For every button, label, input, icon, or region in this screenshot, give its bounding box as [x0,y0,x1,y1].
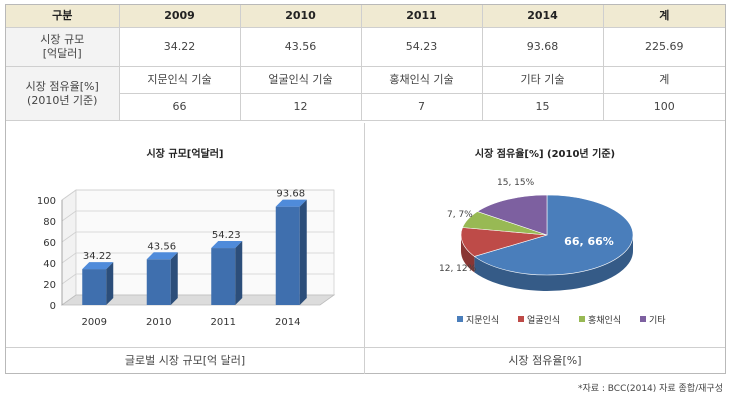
table-cell: 15 [481,93,604,121]
pie-slice [473,194,634,276]
pie-slice [476,194,548,236]
pie-chart-panel: 시장 점유율[%] (2010년 기준) 66, 66% 12, 12% 7, 7%… [365,123,725,347]
bar-front [211,248,236,305]
header-cell: 2014 [481,5,604,28]
x-tick-label: 2014 [275,317,300,328]
header-cell: 2010 [239,5,362,28]
table-cell: 66 [119,93,241,121]
pie-chart: 66, 66% 12, 12% 7, 7% 15, 15% 지문인식 얼굴인식 홍채인식 기타 [439,178,666,326]
legend-label: 홍채인식 [588,314,621,326]
legend-label: 얼굴인식 [527,315,560,326]
bar-data-label: 43.56 [147,241,176,252]
bar-data-label: 93.68 [276,189,305,200]
bar [211,241,243,305]
header-cell: 2011 [360,5,483,28]
bar-top [82,262,114,270]
y-tick-label: 80 [43,217,56,228]
gridline [61,252,77,264]
bar-chart: 0 20 40 60 80 100 34.22 2009 43.56 2010 54.23 2011 9… [37,189,336,328]
gridline [61,189,77,201]
charts-row: 시장 규모[억달러] 0 20 40 60 80 100 34.22 2009 43.56 201… [6,123,725,347]
caption-left: 글로벌 시장 규모[억 달러] [6,348,365,374]
pie-slice-side [461,235,475,273]
row-label-share: 시장 점유율[%] (2010년 기준) [6,66,120,121]
bar-top [146,252,178,260]
table-cell: 7 [360,93,483,121]
pie-slice-label: 66, 66% [564,235,614,248]
table-cell: 34.22 [118,27,241,67]
bar-side [106,262,114,305]
table-cell: 얼굴인식 기술 [239,66,362,94]
y-tick-label: 100 [37,196,56,207]
market-table: 구분 2009 2010 2011 2014 계 시장 규모 [억달러] 34.… [6,5,725,121]
table-cell: 기타 기술 [481,66,604,94]
bar [82,262,114,305]
table-row-market-size: 시장 규모 [억달러] 34.22 43.56 54.23 93.68 225.… [6,27,725,67]
pie-slice-label: 7, 7% [447,210,473,220]
y-tick-label: 60 [43,238,56,249]
bar [275,199,307,305]
x-tick-label: 2011 [211,317,236,328]
legend-label: 기타 [649,315,666,326]
pie-slice-label: 15, 15% [497,178,535,188]
caption-row: 글로벌 시장 규모[억 달러] 시장 점유율[%] [6,347,725,374]
table-row-share-values: 66 12 7 15 100 [6,93,725,121]
bar [146,252,178,305]
legend-swatch [640,316,646,322]
table-cell: 12 [239,93,362,121]
infographic-frame: 구분 2009 2010 2011 2014 계 시장 규모 [억달러] 34.… [5,4,726,374]
gridline [61,273,77,285]
bar-top [275,199,307,207]
gridline [61,210,77,222]
bar-side [235,241,243,305]
caption-right: 시장 점유율[%] [508,354,582,367]
y-tick-label: 40 [43,259,56,270]
legend-swatch [579,316,585,322]
legend-label: 지문인식 [466,315,499,326]
header-cell: 2009 [118,5,241,28]
row-label-line: 시장 점유율[%] [25,79,99,93]
legend-swatch [518,316,524,322]
bar-data-label: 54.23 [212,230,241,241]
bar-front [82,269,107,305]
bar-side [170,252,178,305]
table-row-share-names: 시장 점유율[%] (2010년 기준) 지문인식 기술 얼굴인식 기술 홍채인… [6,66,725,121]
legend-swatch [457,316,463,322]
row-label-line: 시장 규모 [40,33,85,46]
side-wall [61,189,77,306]
x-tick-label: 2009 [82,317,107,328]
header-cell: 계 [602,5,725,28]
bar-side [299,199,307,305]
table-cell: 93.68 [481,27,604,67]
table-cell: 지문인식 기술 [118,66,241,94]
table-cell: 225.69 [602,27,725,67]
table-cell: 100 [602,93,725,121]
bar-front [275,206,300,305]
pie-slice [460,227,548,257]
bar-front [146,259,171,305]
row-label-line: [억달러] [42,47,82,60]
bar-data-label: 34.22 [83,251,112,262]
table-cell: 홍채인식 기술 [360,66,483,94]
bar-top [211,241,243,249]
pie-sides [461,235,633,291]
y-tick-label: 20 [43,280,56,291]
pie-slice-label: 12, 12% [439,264,477,274]
gridline [61,231,77,243]
source-note: *자료 : BCC(2014) 자료 종합/재구성 [577,384,723,394]
row-label-market-size: 시장 규모 [억달러] [6,27,120,67]
bar-chart-title: 시장 규모[억달러] [146,149,224,160]
bar-chart-panel: 시장 규모[억달러] 0 20 40 60 80 100 34.22 2009 43.56 201… [6,123,365,347]
pie-chart-title: 시장 점유율[%] (2010년 기준) [474,149,616,160]
pie-legend: 지문인식 얼굴인식 홍채인식 기타 [457,314,666,326]
table-cell: 계 [602,66,725,94]
table-cell: 43.56 [239,27,362,67]
table-header-row: 구분 2009 2010 2011 2014 계 [6,5,725,28]
y-tick-label: 0 [50,301,56,312]
pie-slice-side [474,235,633,291]
table-cell: 54.23 [360,27,483,67]
header-cell: 구분 [6,5,120,28]
row-label-line: (2010년 기준) [27,93,98,107]
x-tick-label: 2010 [146,317,171,328]
